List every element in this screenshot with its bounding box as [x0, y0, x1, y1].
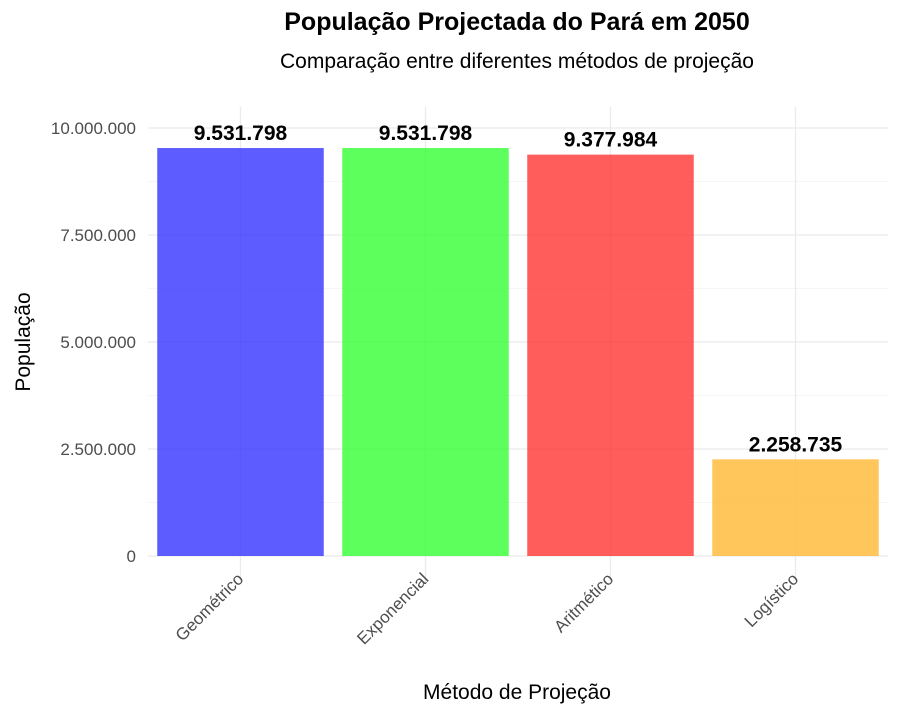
x-tick-label: Geométrico	[172, 569, 248, 645]
chart-title: População Projectada do Pará em 2050	[284, 8, 749, 36]
data-label: 9.531.798	[379, 122, 473, 145]
chart-subtitle: Comparação entre diferentes métodos de p…	[280, 50, 754, 73]
bar	[157, 148, 324, 556]
bars	[157, 148, 879, 556]
y-tick-label: 10.000.000	[51, 119, 136, 138]
data-label: 9.377.984	[564, 129, 658, 152]
y-tick-label: 0	[127, 547, 136, 566]
x-tick-label: Exponencial	[353, 569, 432, 648]
data-label: 2.258.735	[749, 433, 843, 456]
x-tick-label: Logístico	[741, 569, 803, 631]
y-axis-title: População	[12, 292, 35, 391]
x-axis-title: Método de Projeção	[423, 681, 611, 704]
data-labels: 9.531.798 9.531.798 9.377.984 2.258.735	[194, 122, 843, 456]
x-tick-label: Aritmético	[550, 569, 617, 636]
bar	[342, 148, 509, 556]
y-tick-label: 7.500.000	[60, 226, 136, 245]
bar	[527, 154, 694, 556]
y-tick-label: 2.500.000	[60, 440, 136, 459]
y-tick-label: 5.000.000	[60, 333, 136, 352]
y-axis-ticks: 0 2.500.000 5.000.000 7.500.000 10.000.000	[51, 119, 136, 566]
bar	[712, 459, 879, 556]
data-label: 9.531.798	[194, 122, 288, 145]
x-axis-ticks: Geométrico Exponencial Aritmético Logístico	[172, 569, 803, 648]
